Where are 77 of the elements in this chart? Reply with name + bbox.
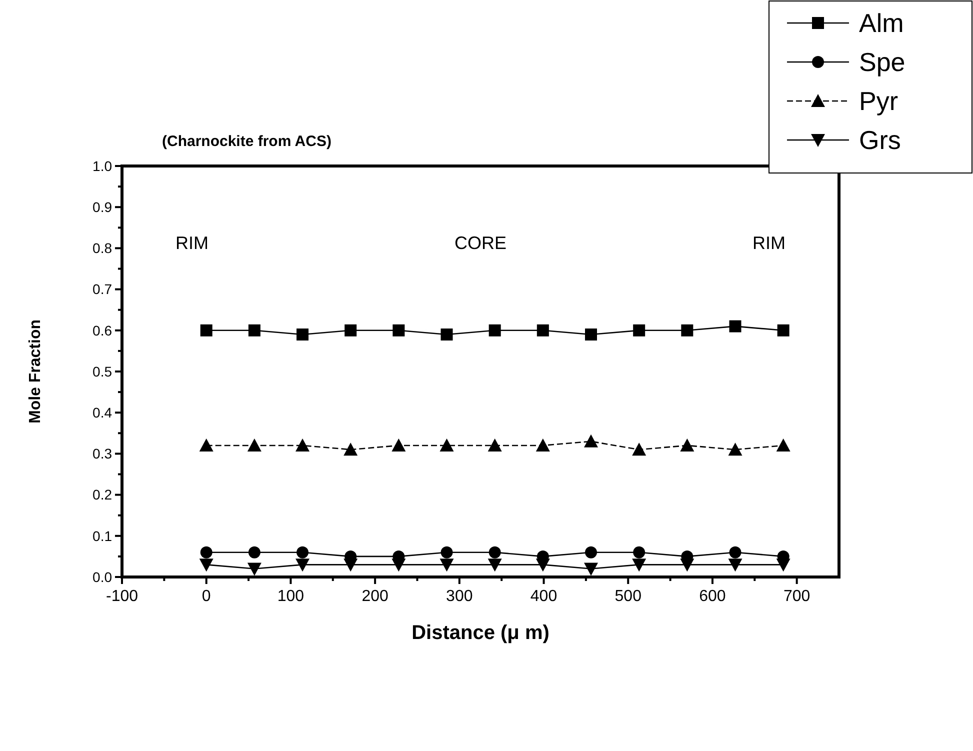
- point: [536, 324, 549, 336]
- y-tick-label: 0.9: [92, 199, 112, 215]
- point: [776, 558, 790, 572]
- legend-label: Spe: [859, 47, 906, 78]
- point: [296, 546, 309, 558]
- point: [440, 558, 454, 572]
- point: [633, 324, 646, 336]
- y-tick-label: 1.0: [92, 158, 112, 174]
- point: [247, 562, 262, 576]
- y-tick-label: 0.7: [92, 281, 112, 298]
- point: [344, 558, 358, 572]
- chart-title: (Charnockite from ACS): [162, 133, 332, 150]
- point: [632, 558, 646, 572]
- point: [488, 438, 502, 452]
- x-tick-label: 700: [783, 588, 810, 605]
- x-tick-label: 0: [202, 588, 211, 605]
- point: [680, 558, 694, 572]
- point: [200, 546, 212, 558]
- point: [681, 324, 694, 336]
- x-tick-label: 200: [362, 588, 389, 605]
- point: [440, 328, 453, 341]
- point: [392, 438, 406, 452]
- point: [777, 324, 790, 336]
- legend-label: Alm: [859, 8, 904, 38]
- y-tick-label: 0.2: [92, 486, 112, 503]
- point: [536, 438, 550, 452]
- point: [392, 558, 406, 572]
- point: [729, 320, 742, 332]
- y-tick-label: 0.4: [92, 404, 112, 420]
- point: [199, 558, 214, 572]
- point: [728, 558, 742, 572]
- point: [200, 324, 212, 336]
- point: [584, 434, 598, 448]
- point: [440, 546, 453, 558]
- point: [633, 546, 646, 558]
- point: [296, 438, 310, 452]
- point: [776, 438, 790, 452]
- point: [199, 438, 214, 452]
- point: [296, 328, 309, 341]
- point: [488, 558, 502, 572]
- y-tick-label: 0.0: [92, 568, 112, 585]
- point: [392, 324, 405, 336]
- annotation: CORE: [454, 233, 507, 253]
- y-tick-label: 0.1: [92, 528, 112, 544]
- y-tick-label: 0.5: [92, 363, 112, 380]
- point: [488, 324, 501, 336]
- x-tick-label: 400: [530, 588, 558, 605]
- point: [585, 328, 597, 341]
- x-axis-title: Distance (μ m): [412, 622, 550, 644]
- annotation: RIM: [176, 233, 208, 253]
- x-tick-label: 500: [614, 588, 642, 605]
- point: [729, 546, 742, 558]
- point: [680, 438, 694, 452]
- point: [585, 546, 597, 558]
- legend-label: Pyr: [859, 86, 898, 116]
- y-axis-title: Mole Fraction: [27, 319, 44, 424]
- point: [344, 324, 357, 336]
- point: [536, 558, 550, 572]
- point: [584, 562, 598, 576]
- y-tick-label: 0.3: [92, 446, 112, 462]
- point: [728, 442, 742, 456]
- point: [632, 442, 646, 456]
- annotation: RIM: [752, 233, 786, 253]
- point: [296, 558, 310, 572]
- point: [248, 546, 260, 558]
- x-tick-label: -100: [106, 588, 138, 605]
- legend-label: Grs: [859, 125, 901, 156]
- point: [248, 324, 260, 336]
- x-tick-label: 600: [699, 588, 726, 605]
- point: [247, 438, 262, 452]
- y-tick-label: 0.6: [92, 322, 112, 338]
- y-tick-label: 0.8: [92, 240, 112, 256]
- point: [488, 546, 501, 558]
- point: [440, 438, 454, 452]
- point: [344, 442, 358, 456]
- x-tick-label: 300: [446, 588, 473, 605]
- x-tick-label: 100: [277, 588, 304, 605]
